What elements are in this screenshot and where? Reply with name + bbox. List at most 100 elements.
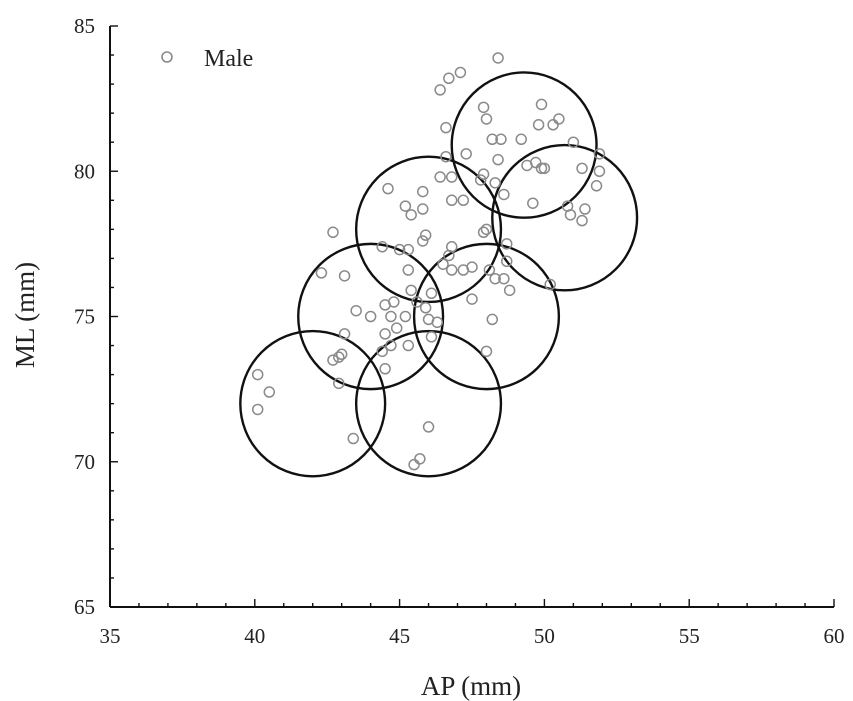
data-point	[347, 432, 360, 445]
size-circle	[354, 329, 503, 478]
data-point	[535, 162, 548, 175]
data-point	[495, 133, 507, 146]
data-point	[501, 238, 513, 250]
data-point	[445, 264, 458, 276]
data-point	[576, 214, 588, 227]
y-tick-label: 70	[74, 450, 95, 474]
data-point	[532, 119, 545, 131]
size-circle	[450, 71, 598, 219]
data-point	[414, 453, 426, 465]
data-point	[419, 302, 432, 314]
data-point	[338, 270, 351, 282]
data-point	[480, 345, 493, 358]
data-point	[529, 156, 542, 169]
size-circle	[412, 242, 561, 391]
data-point	[454, 66, 467, 79]
data-point	[431, 316, 443, 329]
data-point	[443, 249, 455, 262]
data-point	[382, 182, 394, 195]
data-point	[434, 84, 446, 96]
data-point	[480, 113, 493, 125]
data-point	[445, 171, 458, 183]
data-point	[393, 243, 406, 256]
data-point	[263, 386, 276, 398]
data-point	[544, 278, 556, 291]
data-point	[364, 310, 377, 323]
x-tick-label: 40	[244, 624, 265, 648]
data-point	[350, 304, 362, 317]
data-point	[422, 421, 435, 433]
data-point	[388, 296, 400, 308]
data-point	[390, 322, 403, 334]
size-circle	[239, 329, 387, 478]
data-point	[501, 255, 513, 268]
data-point	[376, 241, 388, 253]
data-point	[440, 150, 452, 163]
data-point	[567, 136, 580, 148]
data-point	[417, 235, 429, 247]
x-tick-label: 55	[679, 624, 700, 648]
data-point	[486, 313, 499, 326]
data-point	[466, 293, 478, 305]
data-point	[498, 188, 510, 201]
data-point	[538, 162, 551, 175]
data-point	[338, 328, 351, 340]
y-tick-label: 65	[74, 595, 95, 619]
data-point	[593, 148, 606, 160]
data-point	[405, 209, 417, 221]
data-point	[437, 258, 449, 270]
data-point	[327, 354, 339, 366]
data-point	[486, 133, 499, 146]
data-point	[417, 185, 429, 198]
data-point	[477, 168, 490, 180]
data-point	[402, 243, 415, 256]
data-point	[405, 284, 417, 297]
data-point	[492, 153, 504, 166]
data-point	[399, 200, 412, 212]
data-point	[590, 180, 603, 192]
y-tick-label: 80	[74, 159, 95, 183]
data-point	[553, 113, 565, 125]
y-axis-title: ML (mm)	[10, 262, 40, 368]
data-point	[498, 272, 510, 285]
data-point	[492, 52, 504, 64]
data-point	[474, 174, 487, 186]
data-point	[489, 272, 501, 285]
legend: Male	[161, 46, 253, 72]
data-point	[411, 296, 423, 308]
legend-marker-male	[161, 51, 173, 63]
data-point	[503, 284, 516, 297]
size-circle	[354, 155, 503, 304]
data-point	[408, 458, 420, 471]
data-point	[335, 348, 348, 361]
data-point	[477, 101, 490, 114]
data-point	[402, 264, 415, 276]
data-point	[251, 403, 264, 416]
size-circle	[297, 242, 445, 391]
y-tick-label: 85	[74, 14, 95, 38]
data-point	[251, 368, 264, 381]
data-point	[402, 339, 415, 352]
data-point	[440, 121, 452, 134]
data-point	[593, 165, 606, 177]
data-point	[480, 223, 493, 236]
data-point	[333, 377, 345, 390]
data-point	[385, 310, 397, 323]
data-point	[477, 226, 490, 239]
data-point	[457, 264, 470, 276]
data-point	[460, 148, 472, 160]
data-point	[385, 339, 397, 352]
data-point	[445, 194, 458, 207]
circle-overlay-group	[239, 71, 639, 478]
y-tick-label: 75	[74, 305, 95, 329]
data-point	[376, 345, 388, 358]
data-point	[579, 203, 591, 215]
x-tick-label: 45	[389, 624, 410, 648]
data-point	[327, 226, 339, 239]
data-point	[527, 197, 539, 209]
data-point	[515, 133, 527, 146]
data-point	[443, 72, 455, 85]
data-point	[333, 351, 345, 363]
data-point	[379, 363, 391, 375]
